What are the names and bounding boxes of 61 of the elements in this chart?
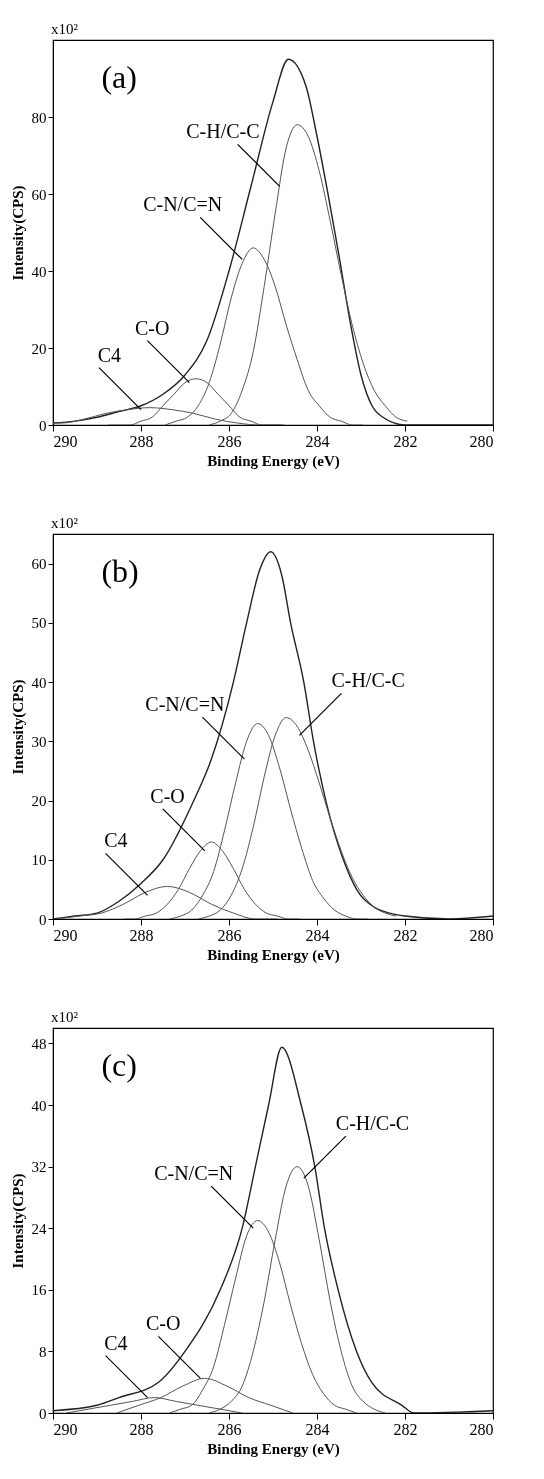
annotation: (b) [101, 553, 139, 590]
x-tick-label: 284 [305, 432, 330, 450]
annotation: C-O [145, 1312, 181, 1335]
x-tick-label: 280 [469, 926, 494, 944]
y-tick-label: 20 [31, 340, 47, 357]
y-tick-label: 20 [31, 793, 47, 810]
annotation: C-N/C=N [143, 193, 223, 216]
y-tick-label: 16 [31, 1282, 47, 1299]
y-axis-title: Intensity(CPS) [9, 1173, 27, 1269]
y-tick-label: 80 [31, 109, 47, 126]
x-tick-label: 280 [469, 432, 494, 450]
x-axis-title: Binding Energy (eV) [207, 1440, 340, 1458]
annotation: C-H/C-C [331, 669, 405, 692]
x-tick-label: 284 [305, 1420, 330, 1438]
annotation: C4 [104, 1331, 128, 1354]
y-tick-label: 60 [31, 186, 47, 203]
x-tick-label: 282 [393, 1420, 418, 1438]
y-tick-label: 50 [31, 615, 47, 632]
annotation: C-O [134, 316, 170, 339]
y-axis-title: Intensity(CPS) [9, 679, 27, 775]
x-tick-label: 290 [53, 926, 78, 944]
y-tick-label: 32 [31, 1159, 47, 1176]
y-tick-label: 60 [31, 556, 47, 573]
x-tick-label: 290 [53, 1420, 78, 1438]
text: x10² [51, 1009, 79, 1025]
x-axis-title: Binding Energy (eV) [207, 946, 340, 964]
x-tick-label: 286 [217, 1420, 242, 1438]
y-tick-label: 0 [39, 911, 47, 928]
y-tick-label: 8 [39, 1343, 47, 1360]
annotation: (a) [101, 59, 137, 96]
x-tick-label: 290 [53, 432, 78, 450]
annotation: C-H/C-C [335, 1112, 410, 1135]
annotation: C4 [97, 343, 121, 366]
x-tick-label: 286 [217, 926, 242, 944]
x-tick-label: 282 [393, 432, 418, 450]
annotation: C4 [104, 829, 128, 852]
y-tick-label: 10 [31, 852, 47, 869]
annotation: C-N/C=N [145, 693, 225, 716]
annotation: C-O [150, 784, 185, 807]
y-tick-label: 0 [39, 1405, 47, 1422]
text: x10² [51, 21, 79, 37]
y-tick-label: 0 [39, 417, 47, 434]
x-tick-label: 286 [217, 432, 242, 450]
x-tick-label: 288 [129, 926, 154, 944]
x-tick-label: 288 [129, 432, 154, 450]
x-tick-label: 280 [469, 1420, 494, 1438]
annotation: (c) [101, 1047, 137, 1084]
y-tick-label: 48 [31, 1035, 47, 1052]
y-tick-label: 24 [31, 1220, 47, 1237]
x-tick-label: 282 [393, 926, 418, 944]
y-tick-label: 40 [31, 263, 47, 280]
y-tick-label: 40 [31, 1097, 47, 1114]
x-tick-label: 288 [129, 1420, 154, 1438]
x-tick-label: 284 [305, 926, 330, 944]
text: x10² [51, 515, 79, 531]
y-tick-label: 40 [31, 674, 47, 691]
annotation: C-N/C=N [154, 1162, 234, 1185]
annotation: C-H/C-C [186, 120, 260, 143]
y-tick-label: 30 [31, 733, 47, 750]
y-axis-title: Intensity(CPS) [9, 185, 27, 281]
x-axis-title: Binding Energy (eV) [207, 452, 340, 470]
